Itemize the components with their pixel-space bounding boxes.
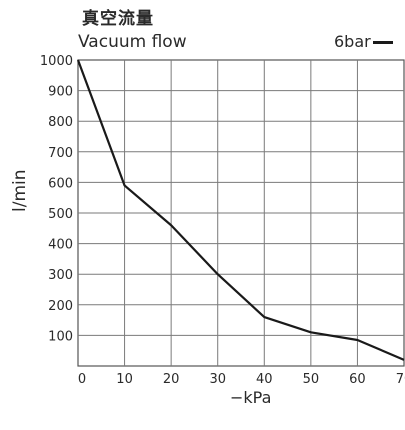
x-tick-label: 30 [209,372,226,387]
chart-title-chinese: 真空流量 [82,9,154,29]
legend-swatch [372,41,393,44]
legend-label: 6bar [334,32,371,51]
series-line-6bar [76,59,405,361]
x-tick-label: 60 [349,372,366,387]
x-tick-label: 0 [78,372,86,387]
y-tick-label: 200 [48,299,73,314]
x-tick-label: 20 [163,372,180,387]
x-tick-label: 50 [303,372,320,387]
y-tick-label: 300 [48,268,73,283]
x-axis-label: −kPa [230,388,272,407]
legend: 6bar [334,32,393,51]
y-tick-label: 1000 [40,54,73,69]
y-tick-label: 100 [48,329,73,344]
x-tick-label: 10 [116,372,133,387]
y-tick-label: 800 [48,115,73,130]
y-tick-label: 700 [48,146,73,161]
x-tick-label: 40 [256,372,273,387]
x-tick-label: 70 [396,372,405,387]
y-tick-label: 900 [48,85,73,100]
chart-title: Vacuum flow [78,32,187,52]
y-tick-label: 500 [48,207,73,222]
y-tick-label: 400 [48,238,73,253]
y-tick-label: 600 [48,176,73,191]
